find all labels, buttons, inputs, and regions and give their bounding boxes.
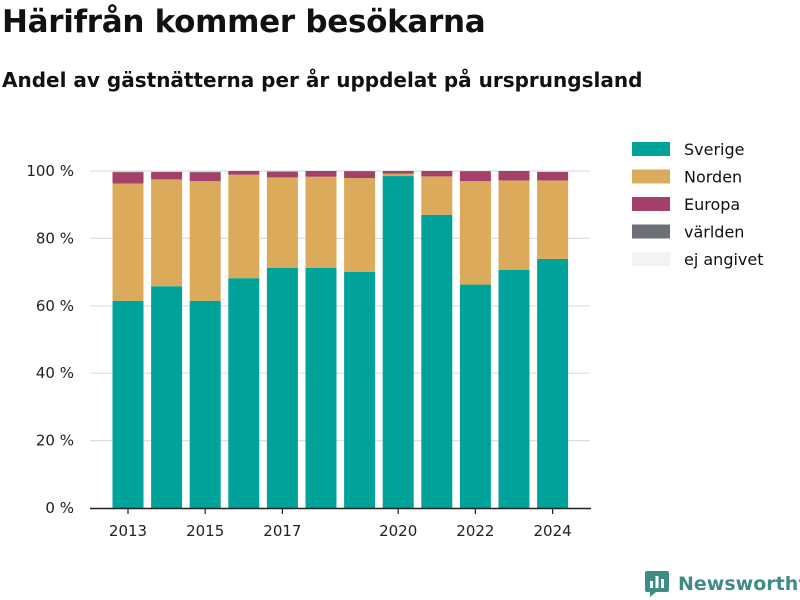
bar-segment	[537, 258, 569, 508]
bar-segment	[382, 176, 414, 508]
bar-segment	[189, 172, 221, 182]
bar-segment	[498, 171, 530, 181]
bar-segment	[112, 183, 144, 301]
x-tick-label: 2013	[109, 522, 147, 540]
chart-title: Härifrån kommer besökarna	[2, 4, 486, 40]
legend-label: världen	[684, 223, 744, 242]
bar-segment	[305, 176, 337, 268]
bar-segment	[266, 267, 298, 508]
bar-segment	[421, 176, 453, 215]
bar-segment	[112, 172, 144, 184]
bar-segment	[382, 173, 414, 177]
bar-segment	[537, 172, 569, 181]
bar-segment	[459, 181, 491, 285]
legend-swatch	[632, 197, 670, 211]
bar-segment	[228, 278, 260, 508]
bar-segment	[228, 174, 260, 279]
bar-segment	[498, 269, 530, 508]
bar-segment	[228, 171, 260, 175]
bar-segment	[189, 300, 221, 508]
bar-segment	[189, 171, 221, 172]
axes: 0 % 20 % 40 % 60 % 80 % 100 % 2013 2015 2017 2020…	[26, 162, 591, 540]
bar-segment	[151, 179, 183, 287]
legend-swatch	[632, 224, 670, 239]
bar-segment	[266, 177, 298, 268]
bar-segment	[112, 171, 144, 172]
bar-segment	[344, 178, 376, 272]
bar-segment	[151, 286, 183, 508]
bar-segment	[112, 300, 144, 508]
y-tick-label: 100 %	[26, 162, 74, 180]
legend-label: ej angivet	[684, 250, 764, 269]
bar-segment	[189, 171, 221, 173]
newsworthy-logo: Newsworthy	[644, 569, 800, 599]
bar-segment	[537, 180, 569, 259]
legend-label: Europa	[684, 195, 740, 214]
bar-segment	[112, 171, 144, 173]
x-tick-label: 2024	[534, 522, 572, 540]
x-tick-label: 2015	[186, 522, 224, 540]
bar-segment	[305, 267, 337, 508]
legend-swatch	[632, 142, 670, 156]
y-tick-label: 60 %	[36, 297, 74, 315]
y-tick-label: 20 %	[36, 432, 74, 450]
newsworthy-logo-icon	[645, 571, 669, 597]
y-tick-label: 40 %	[36, 364, 74, 382]
bar-segment	[459, 284, 491, 508]
bar-segment	[189, 181, 221, 301]
bar-segment	[305, 171, 337, 177]
x-tick-label: 2020	[379, 522, 417, 540]
legend-label: Norden	[684, 168, 742, 187]
bar-segment	[344, 271, 376, 508]
bar-segment	[498, 180, 530, 270]
legend-label: Sverige	[684, 140, 745, 159]
legend-swatch	[632, 252, 670, 266]
bar-segment	[382, 171, 414, 174]
bar-segment	[421, 214, 453, 508]
bar-segment	[266, 172, 298, 178]
bar-segment	[537, 171, 569, 172]
bar-segment	[459, 171, 491, 182]
legend: Sverige Norden Europa världen ej angivet	[632, 140, 764, 269]
bar-segment	[421, 171, 453, 177]
bar-segment	[151, 171, 183, 172]
x-tick-label: 2017	[263, 522, 301, 540]
bar-segment	[151, 172, 183, 180]
chart-subtitle: Andel av gästnätterna per år uppdelat på…	[2, 68, 643, 92]
y-tick-label: 0 %	[45, 499, 74, 517]
bars	[112, 171, 569, 508]
y-tick-label: 80 %	[36, 229, 74, 247]
bar-segment	[344, 171, 376, 179]
legend-swatch	[632, 169, 670, 184]
newsworthy-logo-text: Newsworthy	[678, 573, 800, 595]
bar-segment	[266, 171, 298, 173]
x-tick-label: 2022	[456, 522, 494, 540]
